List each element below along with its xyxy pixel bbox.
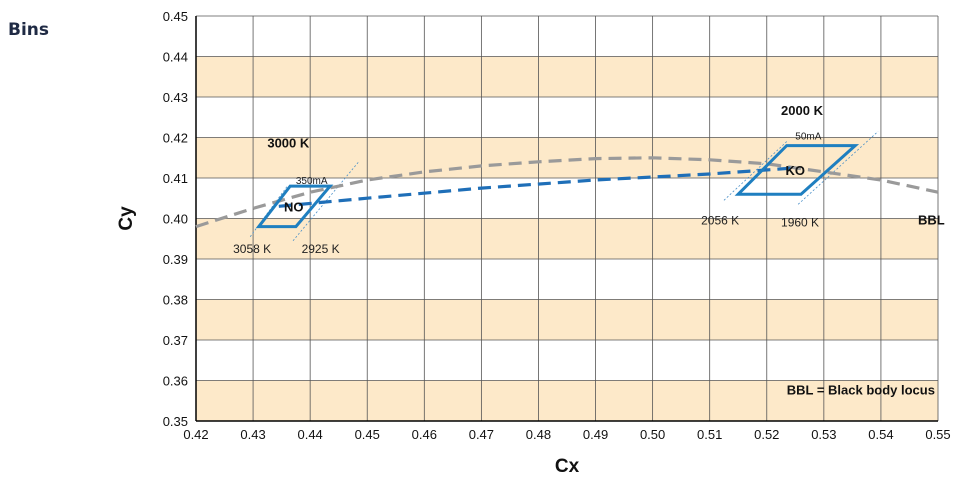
- y-tick-label: 0.41: [163, 171, 188, 186]
- x-tick-label: 0.50: [640, 427, 665, 442]
- iso-temperature-line: [249, 185, 288, 237]
- y-tick-label: 0.35: [163, 414, 188, 429]
- temp-2056: 2056 K: [701, 214, 739, 228]
- y-axis-title: Cy: [116, 206, 137, 231]
- bin-label: NO: [284, 199, 304, 214]
- y-tick-label: 0.38: [163, 293, 188, 308]
- background-band: [196, 56, 938, 97]
- y-tick-label: 0.39: [163, 252, 188, 267]
- y-tick-label: 0.45: [163, 9, 188, 24]
- temp-2925: 2925 K: [302, 242, 340, 256]
- page-heading: Bins: [8, 20, 50, 40]
- bin-quadrangle: [734, 144, 860, 196]
- y-tick-label: 0.36: [163, 374, 188, 389]
- x-tick-label: 0.42: [183, 427, 208, 442]
- bbl-legend: BBL = Black body locus: [787, 383, 935, 398]
- x-tick-label: 0.54: [868, 427, 893, 442]
- series-line-bbl: [195, 156, 939, 229]
- temp-3000: 3000 K: [267, 136, 310, 151]
- y-tick-label: 0.44: [163, 50, 188, 65]
- x-tick-label: 0.48: [526, 427, 551, 442]
- current-350: 350mA: [296, 176, 328, 187]
- series-line-emission: [278, 166, 796, 208]
- x-tick-label: 0.51: [697, 427, 722, 442]
- background-band: [196, 218, 938, 259]
- temp-2000: 2000 K: [781, 103, 824, 118]
- plot-area: [195, 15, 939, 422]
- background-band: [196, 380, 938, 421]
- x-tick-label: 0.43: [240, 427, 265, 442]
- x-tick-label: 0.52: [754, 427, 779, 442]
- x-tick-label: 0.45: [355, 427, 380, 442]
- x-tick-label: 0.44: [297, 427, 322, 442]
- x-tick-label: 0.46: [412, 427, 437, 442]
- x-tick-label: 0.53: [811, 427, 836, 442]
- bin-label: KO: [786, 163, 806, 178]
- x-tick-label: 0.47: [469, 427, 494, 442]
- temp-3058: 3058 K: [233, 242, 271, 256]
- y-tick-label: 0.42: [163, 131, 188, 146]
- x-axis-title: Cx: [555, 456, 580, 477]
- x-tick-label: 0.49: [583, 427, 608, 442]
- temp-1960: 1960 K: [781, 216, 819, 230]
- current-50: 50mA: [795, 132, 821, 143]
- y-tick-label: 0.43: [163, 90, 188, 105]
- y-tick-label: 0.37: [163, 333, 188, 348]
- bbl-label: BBL: [918, 213, 945, 228]
- background-band: [196, 299, 938, 340]
- iso-temperature-line: [292, 161, 359, 242]
- bin-quadrangle: [255, 184, 334, 229]
- y-tick-label: 0.40: [163, 212, 188, 227]
- x-tick-label: 0.55: [925, 427, 950, 442]
